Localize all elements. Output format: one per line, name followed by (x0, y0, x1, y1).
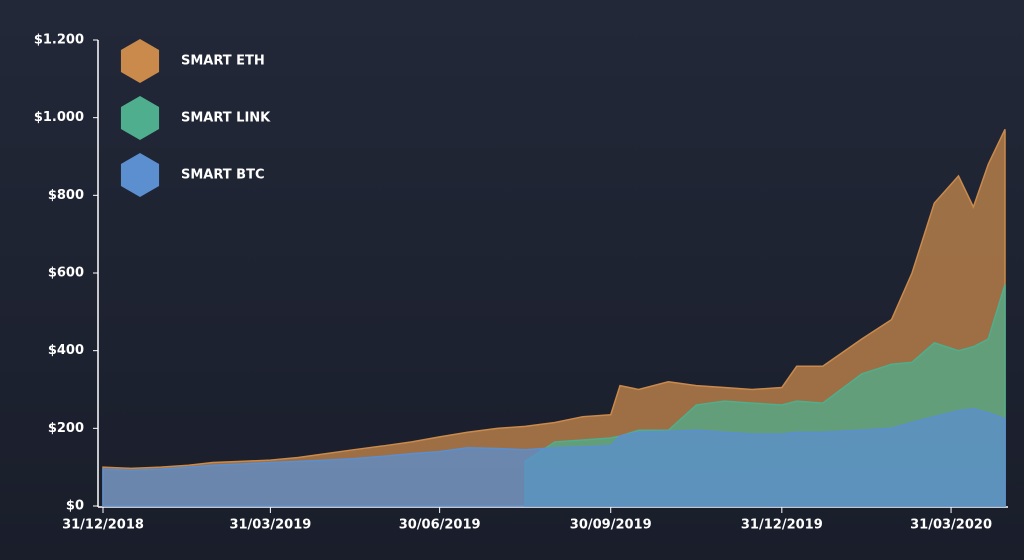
legend-icon (120, 153, 160, 197)
y-tick-label: $200 (48, 421, 84, 436)
y-tick-label: $0 (66, 499, 84, 514)
y-tick-label: $1.200 (34, 33, 84, 48)
legend-label: SMART BTC (181, 168, 265, 183)
legend-icon (120, 39, 160, 83)
x-tick-label: 31/12/2019 (741, 518, 823, 533)
y-tick-label: $600 (48, 266, 84, 281)
x-tick-label: 31/03/2020 (910, 518, 992, 533)
y-tick-label: $400 (48, 343, 84, 358)
x-tick-label: 31/03/2019 (229, 518, 311, 533)
area (102, 408, 1006, 507)
x-tick-label: 30/06/2019 (399, 518, 481, 533)
legend-label: SMART ETH (181, 54, 265, 69)
x-tick-label: 30/09/2019 (570, 518, 652, 533)
legend-label: SMART LINK (181, 111, 271, 126)
y-tick-label: $800 (48, 188, 84, 203)
y-tick-label: $1.000 (34, 110, 84, 125)
x-tick-label: 31/12/2018 (62, 518, 144, 533)
legend-icon (120, 96, 160, 140)
